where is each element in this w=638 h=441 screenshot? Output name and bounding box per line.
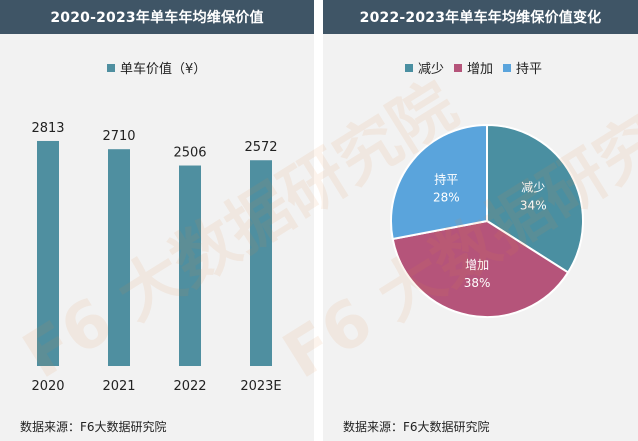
bar-value-label-2021: 2710 [102,129,135,144]
legend-item-减少: 减少 [405,58,444,77]
x-tick-label-2020: 2020 [31,379,64,394]
pie-slice-增加 [391,219,570,318]
left-source-note: 数据来源：F6大数据研究院 [20,420,167,434]
bar-value-label-2023E: 2572 [244,140,277,155]
x-tick-label-2023E: 2023E [240,379,281,394]
legend-item-bar-series: 单车价值（¥） [107,58,206,77]
x-tick-label-2022: 2022 [173,379,206,394]
pie-chart-legend: 减少 增加 持平 [405,58,552,77]
bar-2021 [108,149,130,366]
bar-2023E [250,160,272,366]
legend-swatch-减少 [405,63,413,72]
bar-2022 [179,165,201,366]
pie-slice-value-减少: 34% [520,199,547,213]
pie-slice-name-减少: 减少 [521,181,545,195]
right-source-note: 数据来源：F6大数据研究院 [343,420,490,434]
bar-chart-plot: 2813 2020 2710 2021 2506 2022 2572 2023E [31,121,281,394]
pie-slice-name-增加: 增加 [465,258,489,272]
legend-label-减少: 减少 [418,62,445,77]
pie-chart-title: 2022-2023年单车年均维保价值变化 [323,0,638,34]
x-tick-label-2021: 2021 [102,379,135,394]
bar-value-label-2022: 2506 [173,146,206,161]
pie-slice-value-增加: 38% [464,276,491,290]
bar-value-label-2020: 2813 [31,121,64,136]
pie-slice-name-持平: 持平 [434,171,458,186]
bar-2020 [37,140,59,366]
legend-item-持平: 持平 [503,58,542,77]
legend-swatch-bar-series [107,63,115,72]
bar-chart-title: 2020-2023年单车年均维保价值 [0,0,314,34]
legend-label-持平: 持平 [516,62,543,77]
legend-swatch-增加 [454,63,463,72]
legend-swatch-持平 [503,63,512,72]
pie-slice-value-持平: 28% [433,190,460,204]
bar-chart-legend: 单车价值（¥） [107,58,216,77]
legend-label-增加: 增加 [467,62,494,77]
pie-chart-panel: 2022-2023年单车年均维保价值变化 减少 增加 持平 减少 34% 增加 38% 持平… [323,0,638,441]
legend-item-增加: 增加 [454,58,493,77]
pie-slice-持平 [390,123,488,241]
bar-chart-panel: 2020-2023年单车年均维保价值 单车价值（¥） 2813 2020 2710 2… [0,0,314,441]
pie-chart-plot: 减少 34% 增加 38% 持平 28% [390,123,584,318]
legend-label-bar-series: 单车价值（¥） [120,62,207,77]
